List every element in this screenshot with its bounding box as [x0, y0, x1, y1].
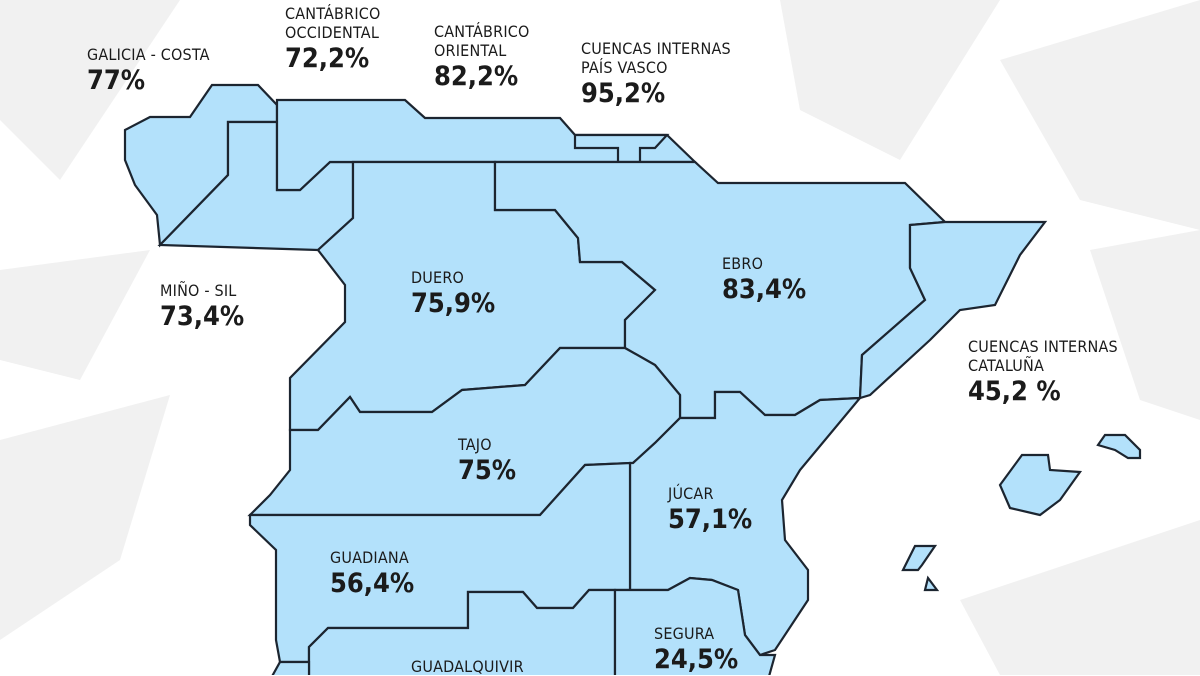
- label-galicia-costa: GALICIA - COSTA 77%: [87, 45, 210, 94]
- region-name: GUADIANA: [330, 548, 409, 567]
- region-value: 57,1%: [668, 504, 753, 535]
- label-jucar: JÚCAR 57,1%: [668, 484, 752, 533]
- island-menorca: [1096, 433, 1142, 460]
- region-value: 82,2%: [434, 61, 519, 92]
- label-cantabrico-oriental: CANTÁBRICO ORIENTAL 82,2%: [434, 22, 530, 90]
- region-name: SEGURA: [654, 624, 715, 643]
- region-name-line2: OCCIDENTAL: [285, 23, 380, 42]
- region-value: 73,4%: [160, 301, 245, 332]
- island-mallorca: [998, 453, 1083, 517]
- region-name-line1: CANTÁBRICO: [434, 22, 530, 41]
- region-value: 95,2%: [581, 78, 666, 109]
- region-name-line2: ORIENTAL: [434, 41, 507, 60]
- region-value: 83,4%: [722, 274, 807, 305]
- label-pais-vasco: CUENCAS INTERNAS PAÍS VASCO 95,2%: [581, 39, 731, 107]
- region-name: DUERO: [411, 268, 465, 287]
- region-value: 24,5%: [654, 644, 739, 675]
- region-tinto-odiel[interactable]: [270, 660, 311, 675]
- region-name: EBRO: [722, 254, 764, 273]
- island-formentera: [923, 575, 940, 592]
- basins: [123, 83, 1142, 675]
- region-name: JÚCAR: [668, 484, 714, 503]
- label-guadalquivir: GUADALQUIVIR: [411, 657, 524, 676]
- label-tajo: TAJO 75%: [458, 435, 516, 484]
- region-name-line2: PAÍS VASCO: [581, 58, 668, 77]
- region-name-line1: CUENCAS INTERNAS: [581, 39, 731, 58]
- label-cantabrico-occidental: CANTÁBRICO OCCIDENTAL 72,2%: [285, 4, 381, 72]
- label-guadiana: GUADIANA 56,4%: [330, 548, 414, 597]
- label-duero: DUERO 75,9%: [411, 268, 495, 317]
- label-cataluna: CUENCAS INTERNAS CATALUÑA 45,2 %: [968, 337, 1118, 405]
- region-name: GUADALQUIVIR: [411, 657, 524, 676]
- region-name: TAJO: [458, 435, 492, 454]
- region-guadalquivir[interactable]: [307, 588, 617, 675]
- region-value: 56,4%: [330, 568, 415, 599]
- region-value: 72,2%: [285, 43, 370, 74]
- region-segura[interactable]: [613, 576, 777, 675]
- region-name: MIÑO - SIL: [160, 281, 237, 300]
- region-value: 77%: [87, 65, 146, 96]
- region-name-line1: CUENCAS INTERNAS: [968, 337, 1118, 356]
- region-value: 75,9%: [411, 288, 496, 319]
- label-segura: SEGURA 24,5%: [654, 624, 738, 673]
- island-ibiza: [901, 544, 938, 572]
- region-name-line2: CATALUÑA: [968, 356, 1045, 375]
- region-cataluna[interactable]: [858, 220, 1048, 400]
- region-name: GALICIA - COSTA: [87, 45, 210, 64]
- region-value: 45,2 %: [968, 376, 1061, 407]
- region-name-line1: CANTÁBRICO: [285, 4, 381, 23]
- label-mino-sil: MIÑO - SIL 73,4%: [160, 281, 244, 330]
- region-value: 75%: [458, 455, 517, 486]
- label-ebro: EBRO 83,4%: [722, 254, 806, 303]
